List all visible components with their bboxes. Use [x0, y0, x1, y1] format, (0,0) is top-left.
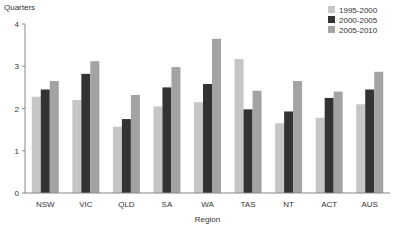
- bar: [203, 84, 212, 193]
- y-tick-label: 1: [15, 147, 20, 156]
- bar: [212, 39, 221, 193]
- bar: [90, 61, 99, 193]
- y-axis-label: Quarters: [4, 3, 35, 12]
- x-tick-label: ACT: [321, 200, 337, 209]
- legend-swatch: [328, 6, 335, 13]
- bars: [32, 39, 383, 193]
- y-axis: [25, 24, 26, 193]
- bar: [316, 118, 325, 193]
- legend: 1995-20002000-20052005-2010: [328, 6, 378, 35]
- bar: [365, 89, 374, 193]
- x-tick-label: AUS: [361, 200, 377, 209]
- bar: [171, 67, 180, 193]
- x-tick-label: NT: [283, 200, 294, 209]
- bar: [244, 109, 253, 193]
- x-tick-label: TAS: [241, 200, 256, 209]
- bar: [50, 81, 59, 193]
- bar: [131, 95, 140, 193]
- bar: [253, 91, 262, 193]
- x-tick-label: NSW: [36, 200, 55, 209]
- legend-swatch: [328, 26, 335, 33]
- bar: [356, 104, 365, 193]
- bar: [275, 123, 284, 193]
- bar: [194, 102, 203, 193]
- x-tick-label: SA: [162, 200, 173, 209]
- legend-label: 2000-2005: [339, 16, 378, 25]
- bar: [81, 74, 90, 193]
- y-tick-label: 2: [15, 105, 20, 114]
- bar: [293, 81, 302, 193]
- x-tick-label: VIC: [79, 200, 93, 209]
- x-axis: [25, 193, 390, 194]
- chart: Quarters Region 0 1 2 3 4 NSW VIC QLD SA WA TAS NT ACT…: [0, 0, 397, 227]
- bar: [284, 111, 293, 193]
- legend-label: 1995-2000: [339, 6, 378, 15]
- x-tick-label: WA: [201, 200, 214, 209]
- legend-swatch: [328, 16, 335, 23]
- x-axis-label: Region: [195, 215, 220, 224]
- bar: [153, 106, 162, 193]
- y-tick-label: 3: [15, 62, 20, 71]
- bar: [374, 72, 383, 193]
- bar: [334, 92, 343, 193]
- x-tick-label: QLD: [118, 200, 135, 209]
- bar: [41, 89, 50, 193]
- y-tick-label: 4: [15, 20, 20, 29]
- bar: [122, 119, 131, 193]
- bar: [325, 98, 334, 193]
- bar: [113, 127, 122, 193]
- legend-label: 2005-2010: [339, 26, 378, 35]
- bar: [235, 59, 244, 193]
- bar: [162, 87, 171, 193]
- bar: [72, 100, 81, 193]
- bar: [32, 97, 41, 193]
- y-tick-label: 0: [15, 189, 20, 198]
